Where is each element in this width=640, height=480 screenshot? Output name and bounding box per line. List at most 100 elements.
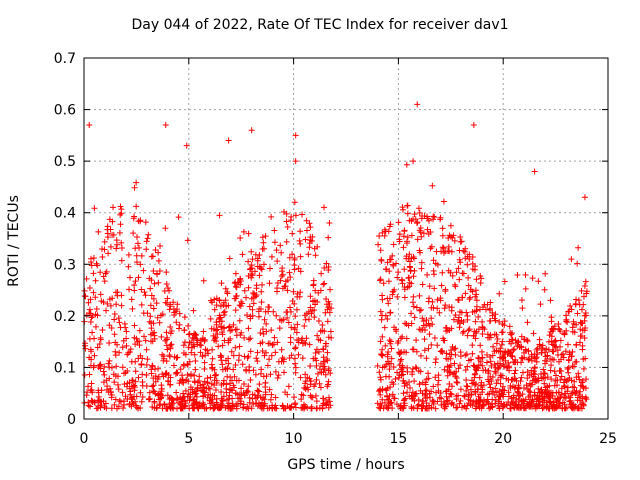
scatter-point [409,368,416,375]
scatter-point [209,346,216,353]
scatter-point [574,310,581,317]
scatter-point [113,245,120,252]
scatter-point [314,332,321,339]
scatter-point [526,355,533,362]
scatter-point [436,309,443,316]
scatter-point [92,277,99,284]
scatter-point [86,371,93,378]
scatter-point [297,374,304,381]
scatter-point [174,405,181,412]
scatter-point [406,263,413,270]
scatter-point [385,396,392,403]
scatter-point [569,348,576,355]
scatter-point [563,327,570,334]
scatter-point [137,261,144,268]
scatter-point [262,308,269,315]
scatter-point [564,384,571,391]
scatter-point [466,391,473,398]
scatter-point [155,365,162,372]
scatter-point [501,351,508,358]
scatter-point [291,324,298,331]
scatter-point [118,257,125,264]
scatter-point [127,346,134,353]
scatter-point [393,401,400,408]
scatter-point [167,381,174,388]
scatter-point [505,359,512,366]
scatter-point [174,369,181,376]
scatter-point [580,402,587,409]
scatter-point [219,329,226,336]
scatter-point [328,305,335,312]
scatter-point [379,229,386,236]
scatter-point [141,289,148,296]
scatter-point [430,257,437,264]
scatter-point [397,349,404,356]
scatter-point [479,323,486,330]
scatter-point [188,371,195,378]
scatter-point [111,311,118,318]
scatter-point [426,283,433,290]
scatter-point [477,342,484,349]
scatter-point [497,345,504,352]
scatter-point [485,367,492,374]
scatter-point [138,252,145,259]
scatter-point [88,314,95,321]
scatter-point [105,250,112,257]
scatter-point [583,290,590,297]
scatter-point [449,343,456,350]
scatter-point [250,300,257,307]
x-tick-label: 15 [389,431,407,447]
scatter-point [574,397,581,404]
scatter-point [132,378,139,385]
scatter-point [172,370,179,377]
scatter-point [241,392,248,399]
scatter-point [293,329,300,336]
scatter-point [559,399,566,406]
scatter-point [145,396,152,403]
scatter-point [247,335,254,342]
scatter-point [146,275,153,282]
scatter-point [189,405,196,412]
scatter-point [239,251,246,258]
scatter-point [125,263,132,270]
scatter-point [495,402,502,409]
x-tick-label: 10 [285,431,303,447]
scatter-point [325,234,332,241]
scatter-point [86,285,93,292]
scatter-point [164,346,171,353]
scatter-point [564,319,571,326]
scatter-point [435,372,442,379]
scatter-point [313,376,320,383]
scatter-point [90,254,97,261]
scatter-point [235,279,242,286]
scatter-point [145,231,152,238]
scatter-point [108,405,115,412]
scatter-point [233,405,240,412]
scatter-point [135,218,142,225]
scatter-point [201,338,208,345]
scatter-point [266,405,273,412]
scatter-point [149,363,156,370]
scatter-point [217,352,224,359]
scatter-point [106,322,113,329]
scatter-point [285,319,292,326]
scatter-point [384,315,391,322]
scatter-point [110,231,117,238]
scatter-point [320,281,327,288]
scatter-point [421,347,428,354]
scatter-point [108,364,115,371]
scatter-point [472,399,479,406]
scatter-point [382,373,389,380]
scatter-point [382,266,389,273]
scatter-point [565,369,572,376]
scatter-point [150,320,157,327]
scatter-point [518,374,525,381]
scatter-point [197,382,204,389]
scatter-point [377,276,384,283]
scatter-point [100,379,107,386]
scatter-point [463,351,470,358]
scatter-point [140,310,147,317]
scatter-point [400,390,407,397]
scatter-point [319,327,326,334]
